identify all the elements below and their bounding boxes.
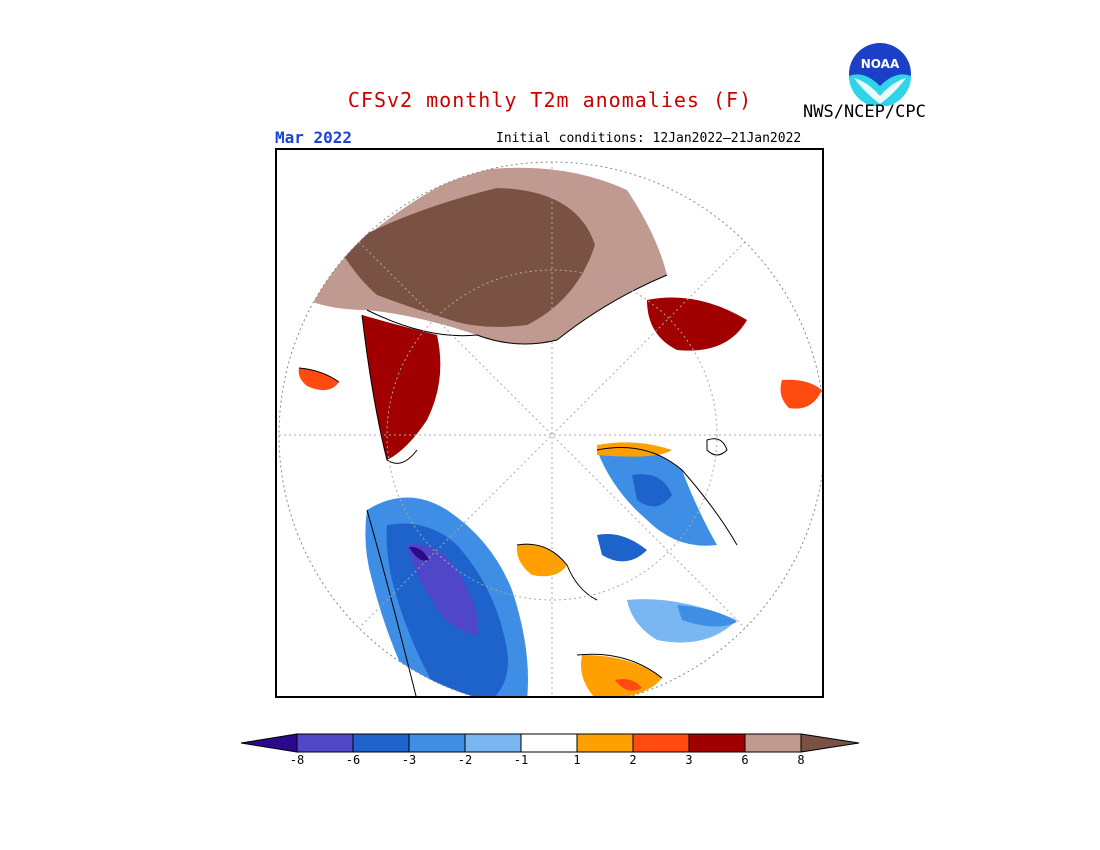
- colorbar-swatch: [576, 733, 634, 753]
- target-month: Mar 2022: [275, 128, 353, 147]
- noaa-logo-text: NOAA: [861, 57, 900, 71]
- region-south-p1-p2: [581, 655, 662, 696]
- colorbar-tick-label: -2: [457, 753, 473, 767]
- region-east-warm: [647, 297, 747, 351]
- colorbar-swatch: [464, 733, 522, 753]
- agency-label: NWS/NCEP/CPC: [803, 102, 926, 122]
- colorbar-max-arrow: [800, 733, 860, 753]
- colorbar-tick-label: -1: [513, 753, 529, 767]
- colorbar-swatch: [632, 733, 690, 753]
- region-m8-m6: [407, 544, 478, 635]
- colorbar-min-arrow: [240, 733, 298, 753]
- colorbar-swatch: [352, 733, 410, 753]
- colorbar-swatch: [296, 733, 354, 753]
- colorbar-tick-label: 8: [797, 753, 805, 767]
- region-greenland-warm: [362, 315, 441, 460]
- polar-map-canvas: [278, 161, 822, 696]
- map-title: CFSv2 monthly T2m anomalies (F): [347, 88, 753, 112]
- noaa-logo-icon: NOAA: [849, 43, 911, 106]
- colorbar: [240, 733, 860, 753]
- colorbar-tick-label: 1: [573, 753, 581, 767]
- region-siberia-p1-p2: [597, 442, 672, 457]
- colorbar-swatch: [744, 733, 802, 753]
- region-mid-m6-m3: [597, 534, 647, 562]
- colorbar-tick-label: -8: [289, 753, 305, 767]
- colorbar-tick-label: -3: [401, 753, 417, 767]
- colorbar-tick-label: 2: [629, 753, 637, 767]
- colorbar-tick-label: -6: [345, 753, 361, 767]
- colorbar-tick-label: 6: [741, 753, 749, 767]
- region-gt-p8: [339, 188, 595, 327]
- region-alaska-m3-m2: [677, 605, 737, 627]
- meridian-line: [358, 241, 746, 629]
- colorbar-swatch: [688, 733, 746, 753]
- colorbar-tick-label: 3: [685, 753, 693, 767]
- latitude-circle: [386, 269, 718, 601]
- region-siberia-m6-m3: [632, 474, 672, 507]
- region-archipelago-p1-p2: [516, 544, 567, 577]
- region-p2-p3-eurasia-edge: [677, 162, 822, 280]
- region-alaska-m2-m1: [627, 599, 737, 643]
- polar-map: [275, 148, 824, 698]
- region-south-p2-p3: [615, 679, 642, 691]
- meridian-line: [358, 241, 746, 629]
- region-iceland-warm: [298, 368, 339, 391]
- region-east-p2-p3: [780, 379, 822, 409]
- coastlines: [298, 274, 738, 696]
- initial-conditions: Initial conditions: 12Jan2022–21Jan2022: [496, 131, 802, 146]
- colorbar-swatch: [408, 733, 466, 753]
- region-lt-m8: [409, 546, 429, 561]
- colorbar-swatch: [520, 733, 578, 753]
